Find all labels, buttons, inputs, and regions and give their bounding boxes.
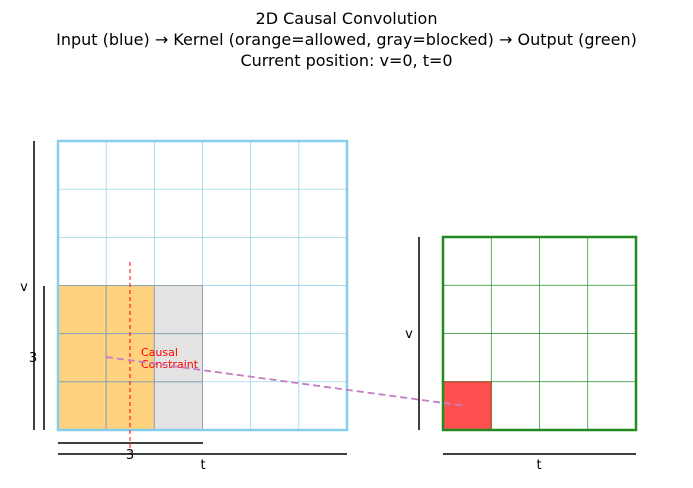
causal-constraint-label-2: Constraint bbox=[141, 358, 199, 371]
kernel-to-output-connector bbox=[105, 356, 467, 407]
output-grid-border bbox=[441, 235, 638, 432]
kernel-cell-allowed bbox=[57, 381, 107, 431]
output-current-cell bbox=[442, 381, 492, 431]
title-line-1: 2D Causal Convolution bbox=[255, 9, 438, 28]
output-v-axis-label: v bbox=[405, 327, 413, 342]
input-t-axis-label: t bbox=[200, 458, 205, 473]
input-v-axis-label: v bbox=[20, 280, 28, 295]
title-line-2: Input (blue) → Kernel (orange=allowed, g… bbox=[56, 30, 637, 49]
kernel-cell-blocked bbox=[153, 381, 203, 431]
title-line-3: Current position: v=0, t=0 bbox=[240, 51, 453, 70]
kernel-v-size-label: 3 bbox=[29, 351, 37, 366]
kernel-cell-allowed bbox=[57, 285, 107, 335]
kernel-t-size-label: 3 bbox=[126, 448, 134, 463]
title-block: 2D Causal Convolution Input (blue) → Ker… bbox=[0, 8, 693, 71]
output-t-axis-label: t bbox=[536, 458, 541, 473]
kernel-cell-blocked bbox=[153, 285, 203, 335]
causal-constraint-label-1: Causal bbox=[141, 346, 178, 359]
kernel-cell-allowed bbox=[57, 333, 107, 383]
input-grid-border bbox=[56, 139, 349, 432]
